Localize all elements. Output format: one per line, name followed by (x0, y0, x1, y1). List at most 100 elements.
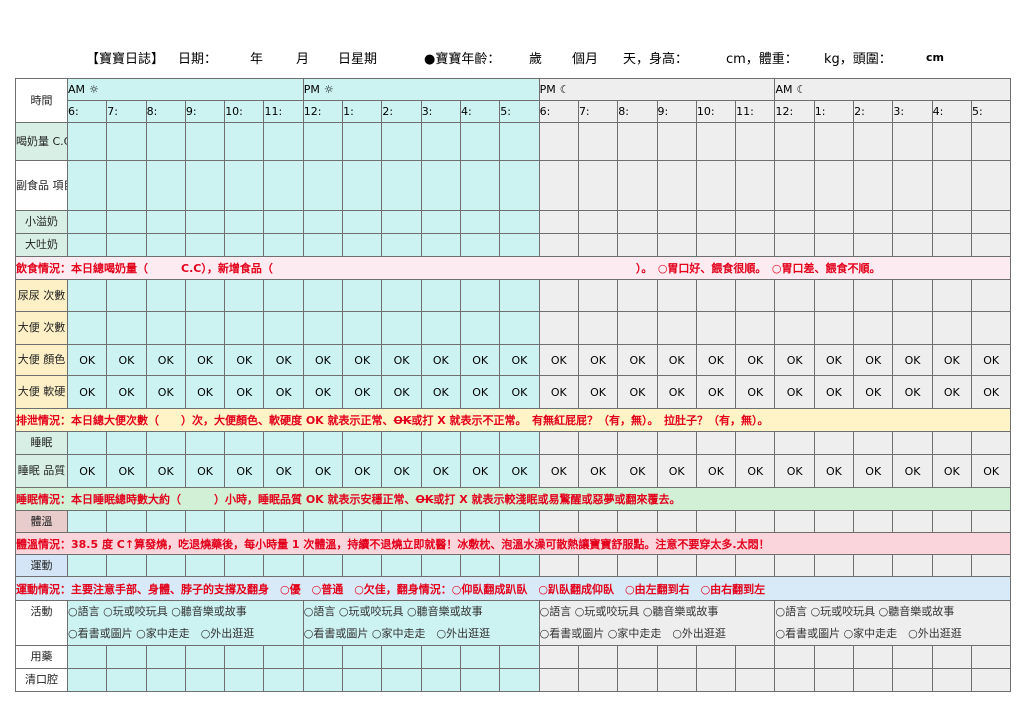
medicine-cell[interactable] (499, 645, 540, 669)
mouth-cell[interactable] (853, 668, 894, 692)
exercise-cell[interactable] (184, 554, 226, 577)
temp-cell[interactable] (302, 510, 344, 533)
urine-cell[interactable] (813, 279, 855, 312)
temp-cell[interactable] (970, 510, 1012, 533)
stool_color-cell[interactable]: OK (695, 344, 737, 376)
medicine-cell[interactable] (106, 645, 147, 669)
spit_small-cell[interactable] (263, 210, 304, 234)
temp-cell[interactable] (656, 510, 697, 533)
urine-cell[interactable] (853, 279, 894, 312)
urine-cell[interactable] (342, 279, 383, 312)
sleep-cell[interactable] (970, 431, 1012, 455)
urine-cell[interactable] (263, 279, 304, 312)
stool_soft-cell[interactable]: OK (813, 375, 855, 409)
medicine-cell[interactable] (735, 645, 776, 669)
urine-cell[interactable] (459, 279, 501, 312)
stool_count-cell[interactable] (499, 311, 540, 345)
medicine-cell[interactable] (931, 645, 972, 669)
sleep_quality-cell[interactable]: OK (342, 454, 383, 488)
stool_color-cell[interactable]: OK (499, 344, 540, 376)
sleep_quality-cell[interactable]: OK (66, 454, 108, 488)
solid-cell[interactable] (381, 160, 422, 211)
solid-cell[interactable] (813, 160, 855, 211)
activity-options[interactable]: ○語言 ○玩或咬玩具 ○聽音樂或故事 ○看書或圖片 ○家中走走 ○外出逛逛 (302, 600, 540, 646)
stool_color-cell[interactable]: OK (813, 344, 855, 376)
mouth-cell[interactable] (695, 668, 737, 692)
urine-cell[interactable] (66, 279, 108, 312)
spit_small-cell[interactable] (342, 210, 383, 234)
milk-cell[interactable] (892, 122, 933, 161)
temp-cell[interactable] (931, 510, 972, 533)
mouth-cell[interactable] (263, 668, 304, 692)
sleep-cell[interactable] (420, 431, 461, 455)
spit_big-cell[interactable] (263, 233, 304, 257)
medicine-cell[interactable] (892, 645, 933, 669)
stool_color-cell[interactable]: OK (892, 344, 933, 376)
mouth-cell[interactable] (931, 668, 972, 692)
spit_big-cell[interactable] (459, 233, 501, 257)
spit_big-cell[interactable] (970, 233, 1012, 257)
stool_soft-cell[interactable]: OK (970, 375, 1012, 409)
sleep_quality-cell[interactable]: OK (106, 454, 147, 488)
mouth-cell[interactable] (499, 668, 540, 692)
exercise-cell[interactable] (813, 554, 855, 577)
exercise-cell[interactable] (656, 554, 697, 577)
spit_small-cell[interactable] (617, 210, 658, 234)
spit_big-cell[interactable] (66, 233, 108, 257)
medicine-cell[interactable] (420, 645, 461, 669)
exercise-cell[interactable] (577, 554, 619, 577)
spit_big-cell[interactable] (892, 233, 933, 257)
stool_color-cell[interactable]: OK (381, 344, 422, 376)
stool_color-cell[interactable]: OK (931, 344, 972, 376)
stool_soft-cell[interactable]: OK (617, 375, 658, 409)
medicine-cell[interactable] (184, 645, 226, 669)
sleep-cell[interactable] (892, 431, 933, 455)
spit_big-cell[interactable] (224, 233, 265, 257)
sleep-cell[interactable] (381, 431, 422, 455)
sleep_quality-cell[interactable]: OK (499, 454, 540, 488)
sleep_quality-cell[interactable]: OK (459, 454, 501, 488)
spit_big-cell[interactable] (617, 233, 658, 257)
stool_count-cell[interactable] (931, 311, 972, 345)
mouth-cell[interactable] (617, 668, 658, 692)
stool_color-cell[interactable]: OK (853, 344, 894, 376)
sleep-cell[interactable] (931, 431, 972, 455)
spit_big-cell[interactable] (577, 233, 619, 257)
sleep_quality-cell[interactable]: OK (735, 454, 776, 488)
spit_small-cell[interactable] (813, 210, 855, 234)
spit_small-cell[interactable] (420, 210, 461, 234)
solid-cell[interactable] (106, 160, 147, 211)
sleep-cell[interactable] (145, 431, 186, 455)
temp-cell[interactable] (106, 510, 147, 533)
exercise-cell[interactable] (459, 554, 501, 577)
milk-cell[interactable] (302, 122, 344, 161)
mouth-cell[interactable] (342, 668, 383, 692)
medicine-cell[interactable] (617, 645, 658, 669)
solid-cell[interactable] (459, 160, 501, 211)
milk-cell[interactable] (106, 122, 147, 161)
exercise-cell[interactable] (931, 554, 972, 577)
spit_big-cell[interactable] (853, 233, 894, 257)
sleep-cell[interactable] (66, 431, 108, 455)
sleep-cell[interactable] (106, 431, 147, 455)
solid-cell[interactable] (342, 160, 383, 211)
sleep-cell[interactable] (302, 431, 344, 455)
stool_color-cell[interactable]: OK (106, 344, 147, 376)
solid-cell[interactable] (892, 160, 933, 211)
medicine-cell[interactable] (853, 645, 894, 669)
urine-cell[interactable] (538, 279, 579, 312)
medicine-cell[interactable] (538, 645, 579, 669)
stool_count-cell[interactable] (420, 311, 461, 345)
exercise-cell[interactable] (224, 554, 265, 577)
mouth-cell[interactable] (813, 668, 855, 692)
stool_count-cell[interactable] (892, 311, 933, 345)
exercise-cell[interactable] (538, 554, 579, 577)
medicine-cell[interactable] (459, 645, 501, 669)
milk-cell[interactable] (499, 122, 540, 161)
stool_count-cell[interactable] (145, 311, 186, 345)
exercise-cell[interactable] (499, 554, 540, 577)
stool_soft-cell[interactable]: OK (66, 375, 108, 409)
spit_small-cell[interactable] (970, 210, 1012, 234)
activity-options[interactable]: ○語言 ○玩或咬玩具 ○聽音樂或故事 ○看書或圖片 ○家中走走 ○外出逛逛 (774, 600, 1012, 646)
stool_count-cell[interactable] (106, 311, 147, 345)
